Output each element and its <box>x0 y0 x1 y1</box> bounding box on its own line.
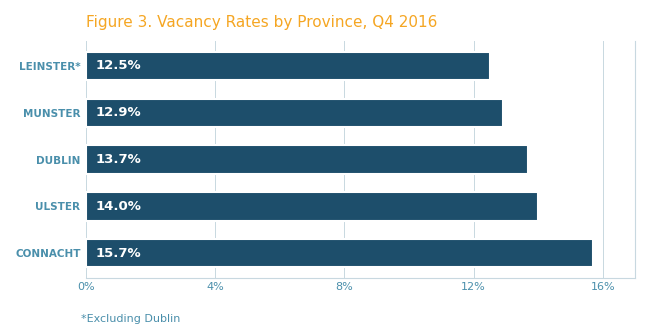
Bar <box>86 239 593 267</box>
Text: 13.7%: 13.7% <box>96 153 142 166</box>
Text: 15.7%: 15.7% <box>96 247 141 260</box>
Text: 14.0%: 14.0% <box>96 200 142 213</box>
Text: Figure 3. Vacancy Rates by Province, Q4 2016: Figure 3. Vacancy Rates by Province, Q4 … <box>86 15 437 30</box>
Bar <box>86 192 538 220</box>
Bar <box>86 52 489 80</box>
Text: *Excluding Dublin: *Excluding Dublin <box>81 314 181 324</box>
Bar <box>86 146 528 174</box>
Bar <box>86 98 502 127</box>
Text: 12.9%: 12.9% <box>96 106 141 119</box>
Text: 12.5%: 12.5% <box>96 59 141 72</box>
